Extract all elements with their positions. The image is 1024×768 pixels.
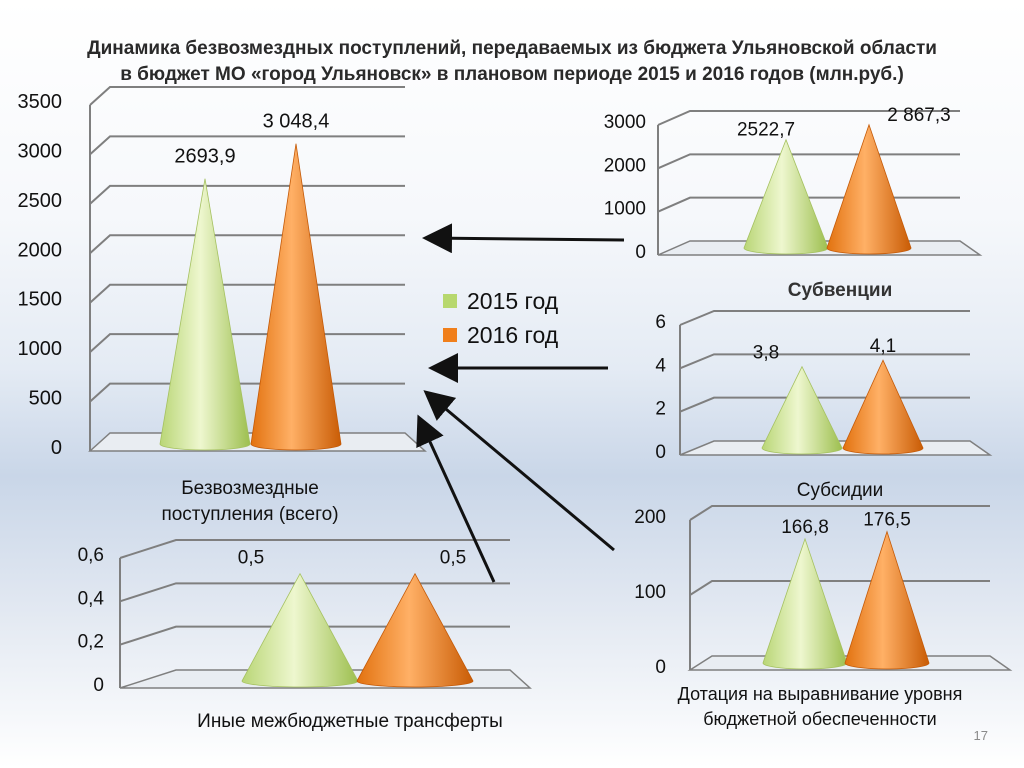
gridline bbox=[679, 353, 970, 370]
y-tick-label: 0 bbox=[93, 675, 104, 696]
data-label-2016: 4,1 bbox=[870, 336, 896, 357]
data-label-2015: 3,8 bbox=[753, 343, 779, 364]
caption-subsidies: Субсидии bbox=[740, 478, 940, 504]
gridline bbox=[89, 184, 405, 205]
caption-total-grants: Безвозмездные поступления (всего) bbox=[110, 476, 390, 528]
data-label-2016: 2 867,3 bbox=[887, 105, 950, 126]
chart-subsidies: 0 2 4 6 3,8 4,1 bbox=[655, 310, 993, 463]
caption-subsidies-line-1: Субсидии bbox=[796, 480, 884, 501]
cone-2016-dotation bbox=[844, 530, 930, 670]
caption-dotation-line-1: Дотация на выравнивание уровня bbox=[677, 684, 963, 704]
slide-title: Динамика безвозмездных поступлений, пере… bbox=[40, 36, 984, 88]
y-tick-label: 6 bbox=[655, 312, 666, 333]
arrow-from-dotation bbox=[423, 390, 615, 552]
gridline bbox=[119, 582, 510, 603]
cone-2015-other bbox=[241, 572, 359, 688]
caption-total-line-1: Безвозмездные bbox=[181, 478, 319, 499]
caption-subventions: Субвенции bbox=[740, 278, 940, 304]
y-tick-label: 2 bbox=[655, 399, 666, 420]
legend-swatch-2016 bbox=[443, 328, 457, 342]
data-label-2015: 166,8 bbox=[781, 517, 829, 538]
legend-swatch-2015 bbox=[443, 294, 457, 308]
data-label-2015: 2522,7 bbox=[737, 120, 795, 141]
caption-dotation: Дотация на выравнивание уровня бюджетной… bbox=[640, 682, 1000, 732]
chart-subventions: 0 1000 2000 3000 2522,7 2 867,3 bbox=[604, 105, 983, 263]
legend: 2015 год 2016 год bbox=[443, 284, 558, 352]
cone-2015-dotation bbox=[762, 537, 848, 670]
legend-label-2015: 2015 год bbox=[467, 287, 559, 314]
data-label-2016: 0,5 bbox=[440, 548, 466, 569]
legend-item-2016: 2016 год bbox=[443, 318, 558, 352]
slide-title-line-1: Динамика безвозмездных поступлений, пере… bbox=[87, 38, 937, 59]
gridline bbox=[679, 310, 970, 326]
data-label-2016: 3 048,4 bbox=[263, 111, 330, 133]
y-tick-label: 100 bbox=[634, 582, 666, 603]
y-tick-label: 500 bbox=[29, 388, 62, 410]
gridline bbox=[89, 333, 405, 353]
caption-dotation-line-2: бюджетной обеспеченности bbox=[703, 709, 937, 729]
cone-2016-subsidies bbox=[842, 359, 924, 455]
cone-2015-total bbox=[159, 178, 251, 451]
gridline bbox=[657, 110, 960, 126]
cone-2015-subventions bbox=[743, 138, 829, 255]
y-tick-label: 1500 bbox=[18, 289, 63, 311]
y-tick-label: 0,6 bbox=[78, 545, 104, 566]
gridline bbox=[89, 86, 405, 106]
chart-total-grants: 0 500 1000 1500 2000 2500 3000 3500 2693,9 3 048,… bbox=[18, 86, 427, 459]
cone-2016-subventions bbox=[826, 123, 912, 255]
y-tick-label: 4 bbox=[655, 355, 666, 376]
gridline bbox=[689, 580, 990, 596]
y-tick-label: 2000 bbox=[18, 239, 63, 261]
data-label-2016: 176,5 bbox=[863, 510, 911, 531]
gridline bbox=[89, 234, 405, 255]
page-number: 17 bbox=[973, 728, 988, 743]
chart-other-transfers: 0 0,2 0,4 0,6 0,5 0,5 bbox=[78, 539, 532, 696]
cone-2016-other bbox=[356, 572, 474, 688]
cone-2015-subsidies bbox=[761, 365, 843, 455]
gridline bbox=[679, 396, 970, 413]
y-tick-label: 0 bbox=[51, 437, 62, 459]
y-tick-label: 200 bbox=[634, 507, 666, 528]
gridline bbox=[89, 283, 405, 304]
legend-label-2016: 2016 год bbox=[467, 321, 559, 348]
data-label-2015: 0,5 bbox=[238, 548, 264, 569]
slide-title-line-2: в бюджет МО «город Ульяновск» в плановом… bbox=[120, 64, 904, 85]
gridline bbox=[657, 153, 960, 170]
y-tick-label: 0,4 bbox=[78, 588, 105, 609]
y-tick-label: 2000 bbox=[604, 155, 646, 176]
y-tick-label: 1000 bbox=[604, 199, 646, 220]
caption-subventions-line-1: Субвенции bbox=[787, 280, 893, 301]
caption-total-line-2: поступления (всего) bbox=[161, 504, 339, 525]
y-tick-label: 3000 bbox=[604, 112, 646, 133]
y-tick-label: 2500 bbox=[18, 190, 63, 212]
cone-2016-total bbox=[250, 143, 342, 451]
gridline bbox=[89, 135, 405, 156]
gridline bbox=[119, 539, 510, 559]
y-tick-label: 0,2 bbox=[78, 632, 104, 653]
y-tick-label: 3000 bbox=[18, 140, 63, 162]
y-tick-label: 3500 bbox=[18, 91, 63, 113]
y-tick-label: 0 bbox=[635, 242, 646, 263]
y-tick-label: 1000 bbox=[18, 338, 63, 360]
gridline bbox=[89, 382, 405, 403]
caption-other-transfers: Иные межбюджетные трансферты bbox=[140, 709, 560, 735]
legend-item-2015: 2015 год bbox=[443, 284, 558, 318]
chart-dotation: 0 100 200 166,8 176,5 bbox=[634, 505, 1013, 678]
data-label-2015: 2693,9 bbox=[174, 146, 235, 168]
gridline bbox=[689, 505, 990, 521]
caption-other-line-1: Иные межбюджетные трансферты bbox=[197, 711, 503, 732]
y-tick-label: 0 bbox=[655, 442, 666, 463]
y-tick-label: 0 bbox=[655, 657, 666, 678]
